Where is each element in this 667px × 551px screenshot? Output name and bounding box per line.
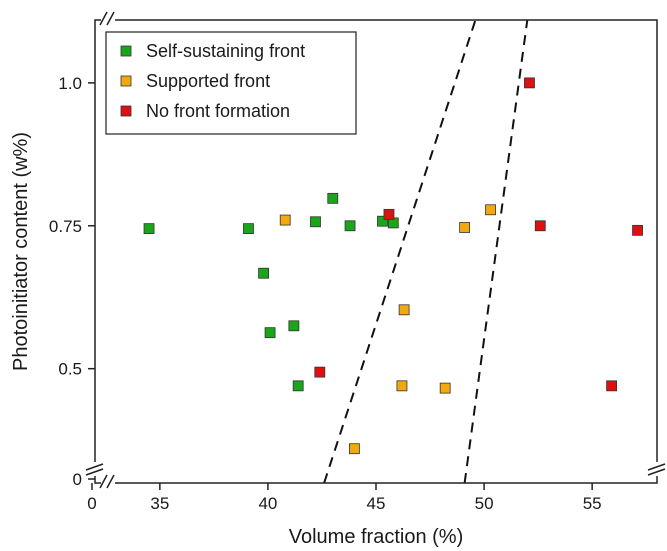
legend-label-3: No front formation bbox=[146, 101, 290, 121]
x-tick-label: 45 bbox=[367, 494, 386, 513]
data-point-series-3 bbox=[383, 208, 395, 220]
data-point-series-1 bbox=[292, 380, 304, 392]
y-axis-break-right-gap bbox=[653, 462, 661, 476]
data-point-series-2 bbox=[485, 204, 496, 216]
y-axis-break-left-slash bbox=[85, 468, 104, 476]
data-point-series-1 bbox=[310, 216, 321, 228]
x-tick-label: 35 bbox=[150, 494, 169, 513]
legend-marker-1 bbox=[120, 45, 132, 57]
data-point-series-2 bbox=[396, 380, 408, 392]
boundary-lines-layer bbox=[323, 20, 529, 483]
x-axis-break-bottom-slash bbox=[99, 474, 108, 489]
legend-box bbox=[105, 31, 357, 135]
x-axis-break-bottom bbox=[99, 474, 115, 489]
boundary-line-2 bbox=[463, 20, 529, 483]
axis-breaks-layer bbox=[85, 11, 666, 489]
y-axis-break-left-slash bbox=[85, 463, 104, 471]
y-axis-break-left bbox=[85, 462, 104, 476]
data-point-series-2 bbox=[348, 443, 360, 455]
x-axis-break-bottom-slash bbox=[106, 474, 115, 489]
data-point-series-3 bbox=[632, 224, 643, 236]
data-point-series-1 bbox=[344, 220, 356, 232]
y-axis-break-left-gap bbox=[91, 462, 99, 476]
y-axis-break-right-slash bbox=[647, 463, 666, 471]
data-point-series-1 bbox=[143, 223, 155, 235]
data-point-series-1 bbox=[327, 192, 339, 204]
data-point-series-1 bbox=[264, 327, 276, 339]
y-axis-break-right-slash bbox=[647, 468, 666, 476]
y-tick-label: 0.75 bbox=[49, 217, 82, 236]
x-tick-label: 0 bbox=[87, 494, 96, 513]
data-point-series-3 bbox=[534, 220, 546, 232]
data-point-series-1 bbox=[243, 223, 254, 235]
x-axis-break-top-slash bbox=[106, 11, 115, 26]
x-tick-label: 55 bbox=[583, 494, 602, 513]
data-point-series-3 bbox=[314, 366, 326, 378]
y-tick-label: 1.0 bbox=[58, 74, 82, 93]
legend-marker-2 bbox=[120, 75, 132, 87]
y-axis-title: Photoinitiator content (w%) bbox=[10, 132, 32, 371]
legend-marker-3 bbox=[120, 105, 132, 117]
data-point-series-2 bbox=[459, 222, 471, 233]
x-axis-break-top-gap bbox=[101, 16, 115, 24]
data-point-series-2 bbox=[279, 214, 291, 226]
data-point-series-1 bbox=[258, 267, 270, 279]
axis-ticks-layer: 0 35 40 45 50 55 0 0.5 0.75 1.0 bbox=[49, 74, 602, 513]
x-axis-break-bottom-gap bbox=[101, 479, 115, 487]
y-tick-label: 0.5 bbox=[58, 360, 82, 379]
x-axis-break-top bbox=[99, 11, 115, 26]
data-points-layer bbox=[143, 77, 643, 455]
legend: Self-sustaining front Supported front No f… bbox=[105, 31, 357, 135]
legend-label-1: Self-sustaining front bbox=[146, 41, 305, 61]
boundary-line-1 bbox=[323, 20, 477, 483]
legend-label-2: Supported front bbox=[146, 71, 270, 91]
data-point-series-2 bbox=[398, 304, 410, 316]
x-tick-label: 50 bbox=[475, 494, 494, 513]
x-tick-label: 40 bbox=[258, 494, 277, 513]
data-point-series-1 bbox=[288, 320, 300, 332]
x-axis-title: Volume fraction (%) bbox=[289, 526, 464, 548]
x-axis-break-top-slash bbox=[99, 11, 108, 26]
data-point-series-1 bbox=[377, 215, 388, 227]
data-point-series-3 bbox=[524, 77, 535, 89]
data-point-series-3 bbox=[606, 380, 618, 392]
y-tick-label: 0 bbox=[73, 470, 82, 489]
data-point-series-2 bbox=[439, 382, 451, 394]
y-axis-break-right bbox=[647, 462, 666, 476]
